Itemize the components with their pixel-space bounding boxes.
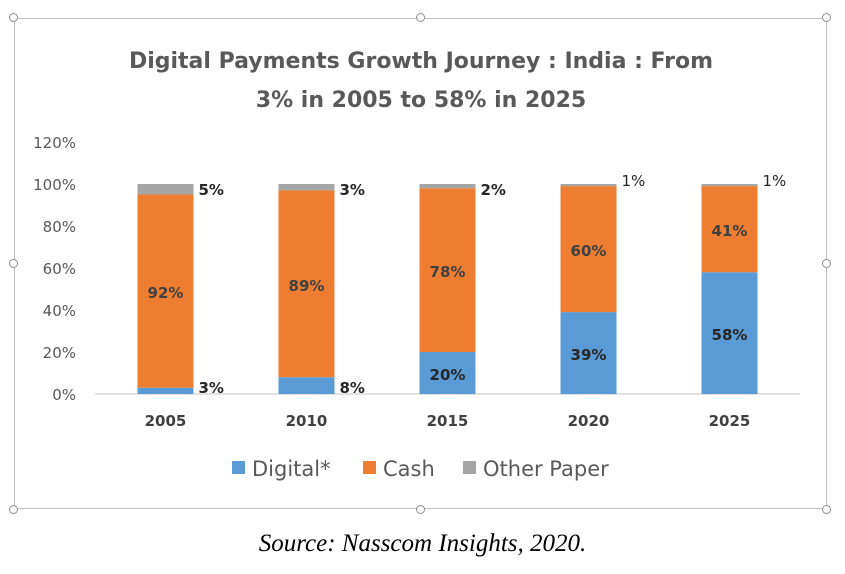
y-tick-label: 100% <box>33 176 76 194</box>
y-tick-label: 20% <box>43 344 76 362</box>
bar-digital-2020[interactable] <box>560 312 617 394</box>
bar-digital-2010[interactable] <box>278 377 335 394</box>
bar-cash-2025[interactable] <box>701 186 758 273</box>
legend-swatch-cash[interactable] <box>363 461 376 474</box>
source-caption: Source: Nasscom Insights, 2020. <box>258 530 587 557</box>
bar-otherpaper-2015[interactable] <box>419 184 476 189</box>
bar-cash-2015[interactable] <box>419 188 476 352</box>
resize-handle-bottom-center[interactable] <box>416 505 425 514</box>
x-axis-labels: 2005 2010 2015 2020 2025 <box>145 412 751 430</box>
data-label-digital-2005: 3% <box>199 379 224 397</box>
resize-handle-top-right[interactable] <box>822 13 831 22</box>
data-label-digital-2020: 39% <box>571 346 607 364</box>
data-label-otherpaper-2005: 5% <box>199 181 224 199</box>
bar-cash-2020[interactable] <box>560 186 617 313</box>
data-label-cash-2015: 78% <box>430 263 466 281</box>
data-label-otherpaper-2015: 2% <box>481 181 506 199</box>
bar-digital-2005[interactable] <box>137 387 194 394</box>
bar-cash-2010[interactable] <box>278 190 335 378</box>
y-tick-label: 80% <box>43 218 76 236</box>
bar-digital-2025[interactable] <box>701 272 758 394</box>
resize-handle-middle-left[interactable] <box>9 259 18 268</box>
bar-otherpaper-2010[interactable] <box>278 184 335 191</box>
data-label-digital-2010: 8% <box>340 379 365 397</box>
legend-swatch-otherpaper[interactable] <box>463 461 476 474</box>
data-label-cash-2005: 92% <box>148 284 184 302</box>
resize-handle-middle-right[interactable] <box>822 259 831 268</box>
data-label-cash-2025: 41% <box>712 222 748 240</box>
legend-swatch-digital[interactable] <box>232 461 245 474</box>
data-label-digital-2025: 58% <box>712 326 748 344</box>
bar-otherpaper-2025[interactable] <box>701 184 758 187</box>
bars: 3% 92% 5% 8% 89% 3% 20% 78% 2% 39% 60% 1% 58% 41% 1% <box>137 172 787 397</box>
x-tick-label: 2005 <box>145 412 187 430</box>
x-tick-label: 2020 <box>568 412 610 430</box>
chart-title-line-1: Digital Payments Growth Journey : India … <box>129 49 713 74</box>
bar-digital-2015[interactable] <box>419 352 476 394</box>
data-label-otherpaper-2025: 1% <box>763 172 787 190</box>
y-axis: 0% 20% 40% 60% 80% 100% 120% <box>33 134 76 404</box>
data-label-cash-2020: 60% <box>571 242 607 260</box>
resize-handle-top-left[interactable] <box>9 13 18 22</box>
legend-label-otherpaper[interactable]: Other Paper <box>483 457 609 481</box>
data-label-otherpaper-2010: 3% <box>340 181 365 199</box>
resize-handle-bottom-left[interactable] <box>9 505 18 514</box>
data-label-otherpaper-2020: 1% <box>622 172 646 190</box>
bar-otherpaper-2005[interactable] <box>137 184 194 195</box>
y-tick-label: 120% <box>33 134 76 152</box>
y-tick-label: 60% <box>43 260 76 278</box>
data-label-digital-2015: 20% <box>430 366 466 384</box>
bar-cash-2005[interactable] <box>137 194 194 388</box>
legend-label-cash[interactable]: Cash <box>383 457 435 481</box>
x-tick-label: 2010 <box>286 412 328 430</box>
x-tick-label: 2015 <box>427 412 469 430</box>
y-tick-label: 0% <box>52 386 76 404</box>
legend-label-digital[interactable]: Digital* <box>252 457 331 481</box>
chart-title-line-2: 3% in 2005 to 58% in 2025 <box>256 88 586 113</box>
data-label-cash-2010: 89% <box>289 277 325 295</box>
x-tick-label: 2025 <box>709 412 751 430</box>
resize-handle-bottom-right[interactable] <box>822 505 831 514</box>
bar-otherpaper-2020[interactable] <box>560 184 617 187</box>
resize-handle-top-center[interactable] <box>416 13 425 22</box>
y-tick-label: 40% <box>43 302 76 320</box>
legend[interactable]: Digital* Cash Other Paper <box>232 457 609 481</box>
